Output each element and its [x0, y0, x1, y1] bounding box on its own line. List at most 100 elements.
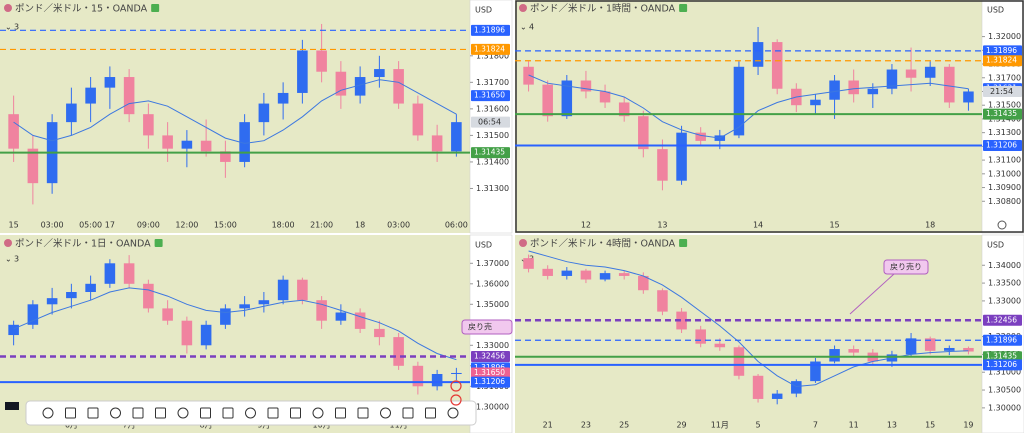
candle-body — [867, 88, 879, 95]
toolbar-tool — [87, 407, 99, 419]
candle-body — [316, 300, 327, 321]
candle-body — [239, 122, 250, 162]
candle-body — [905, 338, 917, 355]
candle-body — [181, 140, 193, 149]
candle-body — [104, 263, 116, 284]
candle-body — [523, 66, 534, 85]
y-tick-label: 1.31400 — [476, 157, 509, 166]
chart-title: ポンド／米ドル・1時間・OANDA — [530, 3, 676, 15]
callout-text: 戻り売 — [468, 322, 492, 332]
x-tick-label: 06:00 — [445, 221, 468, 230]
candle-body — [431, 374, 443, 387]
x-tick-label: 12:00 — [175, 221, 198, 230]
toolbar-tool — [65, 407, 76, 419]
candle-body — [277, 92, 289, 104]
x-tick-label: 14 — [753, 221, 763, 230]
candle-body — [374, 328, 385, 338]
candle-body — [542, 84, 553, 117]
symbol-icon — [4, 239, 12, 247]
price-label-box — [471, 147, 510, 159]
price-label-box — [471, 350, 510, 362]
candle-body — [638, 275, 649, 291]
y-tick-label: 1.35000 — [476, 300, 509, 309]
y-tick-label: 1.31000 — [988, 368, 1021, 377]
x-tick-label: 23 — [581, 421, 591, 430]
y-tick-label: 1.31000 — [988, 169, 1021, 178]
candle-body — [963, 347, 974, 352]
toolbar-tool — [425, 407, 436, 419]
candle-body — [905, 69, 917, 78]
candle-body — [924, 338, 936, 351]
currency: USD — [987, 241, 1004, 250]
y-tick-label: 1.33000 — [988, 296, 1021, 305]
price-label: 1.31206 — [986, 141, 1017, 150]
price-label: 1.31206 — [986, 360, 1017, 369]
countdown: 21:54 — [990, 87, 1013, 96]
moving-average — [528, 74, 969, 139]
price-label-box — [471, 90, 510, 102]
candle-body — [220, 151, 231, 162]
candle-body — [963, 91, 974, 103]
candle-body — [451, 372, 462, 374]
x-tick-label: 09:00 — [137, 221, 160, 230]
flag-icon — [679, 4, 688, 12]
x-tick-label: 15 — [829, 221, 839, 230]
candle-body — [542, 268, 553, 276]
candle-body — [944, 66, 955, 103]
x-tick-label: 13 — [657, 221, 667, 230]
candle-body — [27, 304, 39, 325]
y-tick-label: 1.31700 — [476, 78, 509, 87]
price-label: 1.31650 — [474, 368, 505, 377]
toolbar-tool — [380, 407, 391, 419]
candle-body — [181, 320, 193, 346]
toolbar-tool — [267, 407, 279, 419]
price-label: 1.31435 — [986, 352, 1017, 361]
price-label: 1.31896 — [474, 25, 505, 34]
price-label-box — [983, 55, 1022, 67]
active-frame — [515, 0, 1024, 233]
candle-body — [354, 77, 366, 96]
candle-body — [8, 324, 19, 336]
callout-pointer — [849, 273, 895, 315]
candle-body — [162, 308, 173, 321]
y-tick-label: 1.30800 — [988, 197, 1021, 206]
candle-body — [297, 50, 308, 93]
candle-body — [561, 80, 573, 117]
candle-body — [66, 292, 77, 299]
y-tick-label: 1.36000 — [476, 279, 509, 288]
y-tick-label: 1.31300 — [988, 128, 1021, 137]
currency: USD — [475, 6, 492, 15]
currency: USD — [475, 241, 492, 250]
y-tick-label: 1.32000 — [988, 32, 1021, 41]
candle-body — [752, 375, 764, 399]
candle-body — [277, 279, 289, 301]
y-tick-label: 1.31500 — [988, 101, 1021, 110]
candle-body — [451, 122, 462, 152]
price-label-box — [983, 314, 1022, 326]
y-tick-label: 1.31300 — [476, 184, 509, 193]
x-tick-label: 18 — [925, 221, 935, 230]
currency: USD — [987, 6, 1004, 15]
candle-body — [220, 308, 231, 325]
chart-title: ポンド／米ドル・4時間・OANDA — [530, 238, 676, 250]
candle-body — [714, 343, 726, 348]
candle-body — [657, 290, 668, 312]
y-tick-label: 1.33000 — [476, 341, 509, 350]
candle-body — [810, 99, 821, 106]
price-label: 1.31896 — [474, 363, 505, 372]
price-label-box — [471, 24, 510, 36]
candle-body — [829, 80, 840, 100]
candle-body — [66, 103, 77, 123]
toolbar-tool — [402, 407, 414, 419]
y-tick-label: 1.37000 — [476, 259, 509, 268]
toolbar-tool — [290, 407, 301, 419]
candle-body — [143, 283, 154, 309]
x-tick-label: 11月 — [711, 421, 729, 430]
toolbar-tool — [200, 407, 211, 419]
y-tick-label: 1.30900 — [988, 183, 1021, 192]
candle-body — [733, 347, 745, 376]
x-tick-label: 15 — [9, 221, 19, 230]
candle-body — [561, 270, 573, 276]
indicator-count: 4 — [529, 23, 534, 32]
